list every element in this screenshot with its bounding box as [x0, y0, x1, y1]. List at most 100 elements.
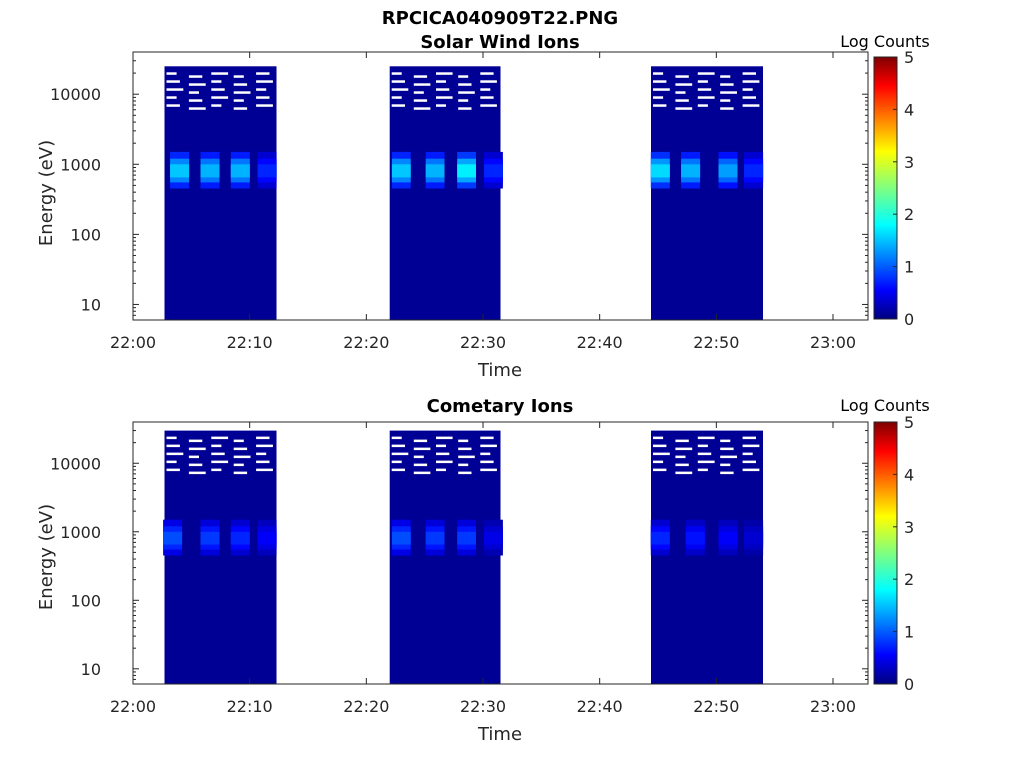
- x-tick-label: 22:20: [343, 697, 389, 716]
- heatmap-gap: [256, 96, 270, 99]
- heatmap-peak: [685, 531, 705, 545]
- heatmap-gap: [480, 460, 494, 464]
- heatmap-peak: [200, 164, 220, 178]
- heatmap-gap: [436, 452, 450, 456]
- heatmap-peak: [391, 531, 411, 545]
- colorbar-tick-label: 3: [904, 153, 914, 172]
- heatmap-gap: [742, 444, 760, 448]
- colorbar-ticks: 0 1 2 3 4 5: [893, 48, 914, 329]
- heatmap-gap: [458, 447, 472, 451]
- colorbar-ticks: 0 1 2 3 4 5: [893, 413, 914, 694]
- heatmap-gap: [391, 88, 409, 91]
- heatmap-gap: [480, 104, 497, 107]
- heatmap-peak: [257, 531, 277, 545]
- heatmap-gap: [675, 75, 689, 78]
- heatmap-peak: [457, 164, 476, 178]
- heatmap-gap: [166, 72, 177, 75]
- heatmap-gap: [166, 460, 177, 464]
- heatmap-block: [164, 66, 277, 320]
- heatmap-gap: [436, 436, 453, 440]
- heatmap-gap: [413, 83, 431, 86]
- colorbar: Log Counts 0 1 2 3 4 5: [840, 32, 930, 329]
- heatmap-gap: [256, 104, 273, 107]
- heatmap-peak: [257, 164, 277, 178]
- y-tick-label: 10: [81, 660, 101, 679]
- x-tick-label: 22:10: [227, 333, 273, 352]
- heatmap-gap: [675, 463, 689, 467]
- heatmap-gap: [675, 439, 689, 443]
- heatmap-gap: [675, 83, 693, 86]
- heatmap-gap: [211, 452, 225, 456]
- heatmap-gap: [675, 471, 693, 475]
- heatmap-gap: [233, 463, 244, 467]
- colorbar-tick-label: 0: [904, 310, 914, 329]
- y-axis-label: Energy (eV): [36, 140, 57, 246]
- heatmap-gap: [720, 439, 731, 443]
- heatmap-gap: [480, 88, 491, 91]
- heatmap-gap: [480, 452, 491, 456]
- heatmap-gap: [436, 104, 446, 107]
- x-tick-label: 22:30: [460, 333, 506, 352]
- heatmap-gap: [697, 468, 708, 472]
- heatmap-gap: [211, 444, 222, 448]
- heatmap-gap: [653, 72, 664, 75]
- heatmap-peak: [457, 531, 476, 545]
- heatmap-gap: [256, 72, 270, 75]
- colorbar-tick-label: 0: [904, 675, 914, 694]
- heatmap-gap: [480, 468, 497, 472]
- figure-title: RPCICA040909T22.PNG: [382, 8, 618, 29]
- heatmap-gap: [742, 468, 760, 472]
- heatmap-gap: [413, 439, 428, 443]
- x-tick-label: 22:40: [577, 697, 623, 716]
- heatmap-gap: [720, 99, 731, 102]
- heatmap-gap: [697, 80, 708, 83]
- x-tick-label: 22:30: [460, 697, 506, 716]
- x-tick-label: 22:50: [693, 333, 739, 352]
- heatmap-gap: [233, 107, 248, 110]
- heatmap-gap: [697, 104, 708, 107]
- heatmap-gap: [391, 104, 405, 107]
- x-axis-label: Time: [477, 360, 522, 381]
- heatmap-gap: [675, 91, 686, 94]
- heatmap-gap: [458, 75, 469, 78]
- x-tick-label: 22:20: [343, 333, 389, 352]
- heatmap-gap: [391, 80, 405, 83]
- y-axis: 10 100 1000 10000: [50, 51, 868, 321]
- heatmap-gap: [233, 75, 244, 78]
- heatmap-gap: [413, 463, 428, 467]
- heatmap-gap: [413, 107, 431, 110]
- panel-title: Cometary Ions: [427, 396, 574, 417]
- heatmap-gap: [480, 80, 497, 83]
- heatmap-gap: [166, 88, 184, 91]
- heatmap-gap: [720, 471, 734, 475]
- heatmap-gap: [391, 460, 402, 464]
- heatmap-gap: [188, 83, 206, 86]
- y-tick-label: 10000: [50, 85, 101, 104]
- heatmap-block: [389, 430, 501, 684]
- heatmap-peak: [484, 531, 503, 545]
- plot-frame: [132, 51, 869, 321]
- heatmap-gap: [436, 468, 446, 472]
- colorbar: Log Counts 0 1 2 3 4 5: [840, 396, 930, 694]
- y-axis: 10 100 1000 10000: [50, 421, 868, 685]
- heatmap-gap: [188, 75, 203, 78]
- heatmap-block: [651, 430, 763, 684]
- colorbar-tick-label: 2: [904, 205, 914, 224]
- heatmap-gap: [233, 471, 248, 475]
- heatmap-peak: [200, 531, 220, 545]
- panel-cometary-ions: Cometary Ions 22:00 22:10 22:20 22:30 22:40 2…: [36, 396, 930, 745]
- colorbar-tick-label: 4: [904, 465, 914, 484]
- heatmap-gap: [188, 99, 203, 102]
- heatmap-gap: [697, 460, 715, 464]
- heatmap-gap: [675, 107, 693, 110]
- heatmap-peak: [425, 531, 445, 545]
- heatmap-gap: [458, 471, 472, 475]
- heatmap-gap: [720, 83, 734, 86]
- heatmap-gap: [675, 455, 686, 459]
- colorbar-tick-label: 1: [904, 258, 914, 277]
- heatmap-gap: [166, 444, 180, 448]
- x-tick-label: 22:50: [693, 697, 739, 716]
- y-tick-label: 10000: [50, 454, 101, 473]
- heatmap-gap: [188, 471, 206, 475]
